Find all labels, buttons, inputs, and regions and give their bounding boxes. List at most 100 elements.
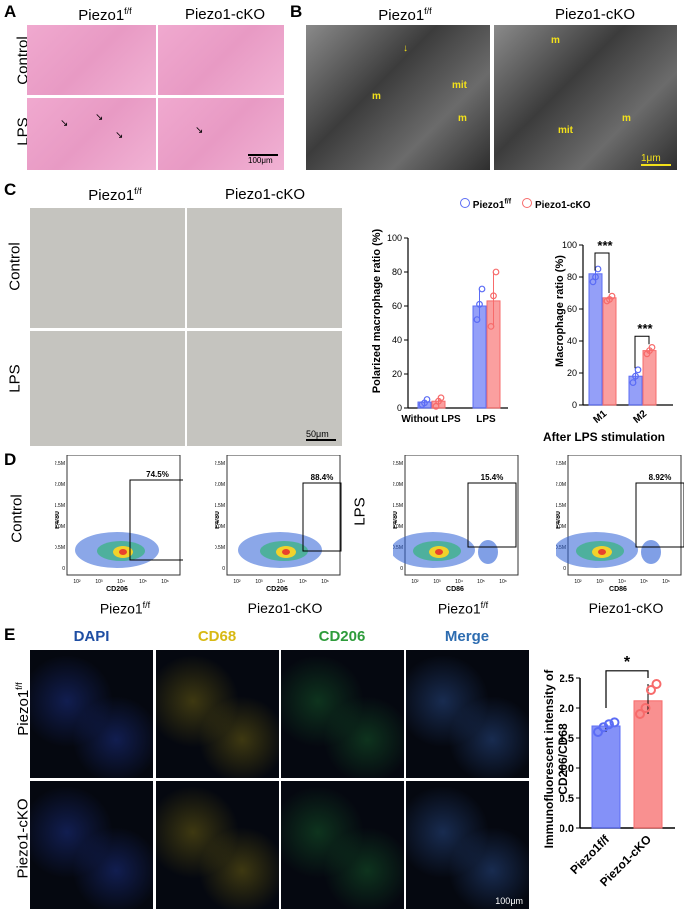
y-tick-label: 1.5M bbox=[556, 503, 566, 509]
bar bbox=[633, 700, 663, 829]
y-tick-label: 0.0 bbox=[560, 823, 574, 835]
significance-label: *** bbox=[637, 321, 653, 336]
bar bbox=[591, 725, 621, 829]
panel-letter-e: E bbox=[4, 625, 16, 644]
panel-letter-b: B bbox=[290, 2, 303, 21]
panel-c-row-control: Control bbox=[6, 242, 24, 291]
arrow-icon: ↓ bbox=[403, 43, 408, 54]
chart-macrophage: 0 20 40 60 80 100 M1 M2 *** *** bbox=[562, 238, 673, 426]
x-tick-label: 10⁴ bbox=[455, 579, 463, 585]
flow-plot: 2.5M2.0M1.5M1.0M0.5M010²10³10⁴10⁵10⁶F4/8… bbox=[393, 455, 519, 593]
data-point bbox=[651, 679, 662, 689]
y-tick-label: 2.0M bbox=[215, 482, 225, 488]
fluorescence-image bbox=[281, 781, 404, 909]
arrow-icon: ↘ bbox=[60, 118, 69, 129]
x-marker: CD86 bbox=[609, 586, 627, 593]
y-tick-label: 1.5M bbox=[393, 503, 403, 509]
he-image-lps-ff bbox=[27, 98, 156, 170]
x-tick-label: 10³ bbox=[596, 579, 604, 585]
x-tick-label: 10² bbox=[73, 579, 81, 585]
fluorescence-image bbox=[30, 781, 153, 909]
fluorescence-image: 100μm bbox=[406, 781, 529, 909]
y-tick-label: 2.5M bbox=[55, 461, 65, 467]
x-tick-label: 10³ bbox=[95, 579, 103, 585]
density-peak bbox=[435, 549, 443, 555]
y-tick-label: 0 bbox=[397, 403, 402, 413]
x-tick-label: 10⁶ bbox=[662, 579, 670, 585]
he-image-lps-cko: 100μm bbox=[158, 98, 284, 170]
x-tick-label: M1 bbox=[592, 408, 610, 426]
em-image-cko: m m mit 1μm bbox=[494, 25, 677, 170]
y-tick-label: 60 bbox=[392, 301, 402, 311]
x-tick-label: 10⁶ bbox=[321, 579, 329, 585]
scale-bar-a: 100μm bbox=[248, 154, 278, 165]
y-tick-label: 0.5M bbox=[215, 545, 225, 551]
x-tick-label: LPS bbox=[476, 414, 496, 425]
fluorescence-image bbox=[156, 781, 279, 909]
gate-box bbox=[302, 482, 342, 552]
data-point bbox=[487, 322, 495, 330]
gate-percent: 88.4% bbox=[311, 473, 334, 482]
panel-c-row-lps: LPS bbox=[6, 364, 24, 393]
y-marker: F4/80 bbox=[215, 511, 221, 529]
data-point bbox=[646, 685, 656, 695]
data-point bbox=[648, 343, 656, 351]
significance-label: *** bbox=[597, 238, 613, 253]
panel-letter-d: D bbox=[4, 450, 17, 469]
data-point bbox=[609, 717, 620, 728]
gate-box bbox=[467, 482, 517, 548]
x-tick-label: 10⁴ bbox=[618, 579, 626, 585]
fluorescence-image bbox=[406, 650, 529, 778]
significance-bracket bbox=[594, 252, 610, 293]
density-peak bbox=[119, 549, 127, 555]
x-tick-label: 10⁵ bbox=[299, 579, 307, 585]
x-tick-label: 10³ bbox=[255, 579, 263, 585]
panel-c-col-2: Piezo1-cKO bbox=[224, 186, 306, 203]
x-tick-label: 10⁵ bbox=[640, 579, 648, 585]
gate-percent: 8.92% bbox=[649, 473, 672, 482]
data-point bbox=[490, 292, 497, 300]
panel-b-col-2: Piezo1-cKO bbox=[554, 6, 636, 23]
panel-letter-a: A bbox=[4, 2, 17, 21]
y-tick-label: 100 bbox=[562, 240, 577, 250]
significance-label: * bbox=[624, 654, 631, 671]
data-point bbox=[608, 292, 616, 300]
x-tick-label: 10² bbox=[411, 579, 419, 585]
he-image-control-ff bbox=[27, 25, 156, 95]
x-marker: CD86 bbox=[446, 586, 464, 593]
x-tick-label: 10⁵ bbox=[477, 579, 485, 585]
he-image-control-cko bbox=[158, 25, 284, 95]
density-peak bbox=[598, 549, 606, 555]
y-tick-label: 2.5 bbox=[560, 673, 574, 685]
fluorescence-image bbox=[156, 650, 279, 778]
y-tick-label: 20 bbox=[392, 369, 402, 379]
panel-a-col-1: Piezo1f/f bbox=[78, 6, 132, 24]
y-tick-label: 1.5M bbox=[215, 503, 225, 509]
y-tick-label: 2.5M bbox=[556, 461, 566, 467]
x-tick-label: 10⁴ bbox=[277, 579, 285, 585]
y-marker: F4/80 bbox=[55, 511, 61, 529]
x-tick-label: 10² bbox=[574, 579, 582, 585]
data-point bbox=[640, 703, 651, 713]
scale-bar-e: 100μm bbox=[495, 896, 523, 906]
y-tick-label: 2.0 bbox=[560, 703, 574, 715]
bf-image-lps-cko: 50μm bbox=[187, 331, 342, 446]
bar bbox=[602, 297, 617, 406]
panel-b-col-1: Piezo1f/f bbox=[378, 6, 432, 24]
y-tick-label: 1.5 bbox=[560, 733, 574, 745]
x-tick-label: 10⁵ bbox=[139, 579, 147, 585]
y-tick-label: 1.0M bbox=[556, 524, 566, 530]
genotype-sup: f/f bbox=[480, 600, 489, 610]
data-point bbox=[635, 709, 645, 719]
legend-ff-marker bbox=[460, 198, 470, 208]
density-peak bbox=[282, 549, 290, 555]
data-point bbox=[594, 265, 602, 273]
panel-e-row-cko: Piezo1-cKO bbox=[14, 798, 32, 879]
arrow-icon: ↘ bbox=[95, 112, 104, 123]
x-tick-label: 10³ bbox=[433, 579, 441, 585]
panel-d-row-lps: LPS bbox=[351, 497, 369, 526]
flow-genotype-label: Piezo1-cKO bbox=[566, 600, 685, 616]
